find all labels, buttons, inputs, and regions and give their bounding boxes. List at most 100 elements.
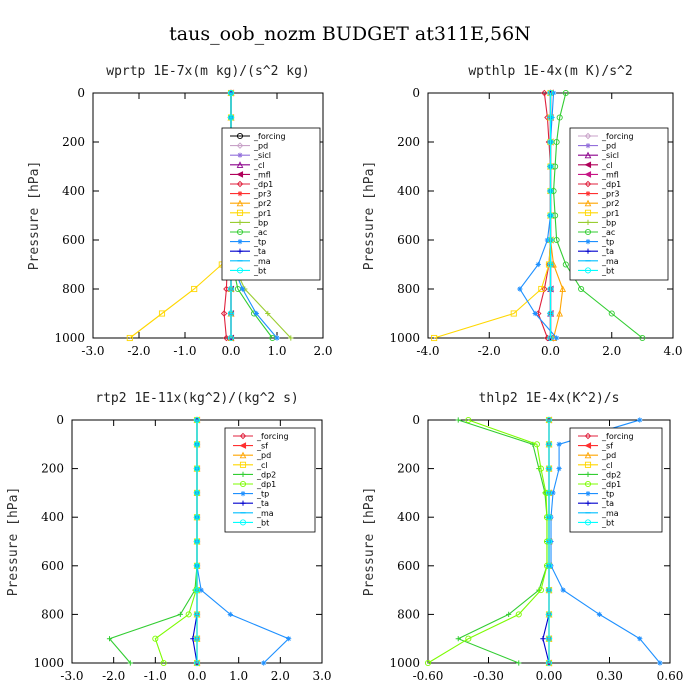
data-point [545, 416, 553, 424]
y-tick-label: 200 [62, 135, 85, 149]
data-point [193, 635, 201, 642]
data-point [596, 611, 603, 617]
data-point [515, 611, 522, 618]
legend-item: _cl [230, 161, 265, 170]
data-point [126, 334, 133, 342]
legend: _forcing_pd_sicl_cl_mfl_dp1_pr3_pr2_pr1_… [221, 127, 321, 281]
data-point [537, 465, 544, 472]
x-tick-label: -4.0 [416, 344, 439, 358]
data-point [547, 285, 554, 293]
legend-marker [585, 491, 591, 497]
data-point [537, 587, 544, 594]
data-point [553, 236, 560, 244]
legend-item: _ac [230, 228, 267, 237]
data-point [532, 310, 538, 317]
y-tick-label: 600 [41, 559, 64, 573]
data-point [158, 310, 166, 317]
legend-item: _tp [233, 490, 269, 499]
series-bt [193, 416, 201, 667]
chart-panel-2: wpthlp 1E-4x(m K)/s^2 Pressure [hPa] -4.0 -… [362, 64, 683, 358]
data-point [455, 417, 461, 423]
data-point [193, 587, 201, 594]
legend-box [569, 427, 663, 533]
y-tick-label: 1000 [54, 331, 85, 345]
data-point [510, 310, 517, 317]
legend-label: _forcing [601, 132, 634, 141]
legend-item: _ac [578, 228, 615, 237]
y-tick-label: 400 [62, 184, 85, 198]
data-point [193, 538, 201, 545]
x-tick-label: 2.0 [271, 669, 290, 683]
legend-label: _mfl [253, 170, 271, 179]
legend-item: _dp1 [578, 480, 621, 489]
x-tick-label: 1.0 [229, 669, 248, 683]
legend-label: _sf [256, 442, 268, 451]
x-tick-label: 0.30 [596, 669, 623, 683]
data-point [193, 562, 201, 569]
legend-label: _forcing [601, 432, 634, 441]
data-point [227, 285, 235, 293]
y-tick-label: 200 [397, 462, 420, 476]
y-axis-label: Pressure [hPa] [27, 161, 42, 271]
data-point [554, 335, 560, 341]
data-point [545, 514, 553, 521]
data-point [556, 309, 564, 317]
x-tick-label: -1.0 [173, 344, 196, 358]
x-tick-label: 0.00 [536, 669, 563, 683]
data-point [193, 489, 201, 496]
y-tick-label: 400 [41, 510, 64, 524]
legend-item: _dp1 [578, 180, 621, 189]
x-tick-label: -0.60 [413, 669, 444, 683]
series-dp1 [424, 416, 551, 667]
legend-marker [584, 199, 592, 207]
y-tick-label: 1000 [389, 656, 420, 670]
data-point [185, 611, 192, 618]
data-point [637, 417, 643, 423]
legend-label: _bp [601, 218, 616, 227]
data-point [220, 310, 228, 317]
legend-label: _dp1 [256, 480, 276, 489]
legend-label: _bt [253, 266, 266, 275]
data-point [533, 441, 540, 448]
data-point [540, 636, 546, 642]
legend-marker [237, 248, 243, 254]
legend-item: _bp [578, 218, 616, 227]
series-line [456, 419, 548, 664]
legend: _forcing_sf_pd_cl_dp2_dp1_tp_ta_ma_bt [224, 427, 316, 533]
legend-item: _pr2 [230, 199, 271, 208]
y-tick-label: 0 [412, 413, 420, 427]
legend-label: _ta [253, 247, 266, 256]
legend-label: _bt [256, 518, 269, 527]
legend-marker [236, 171, 244, 178]
legend-item: _forcing [578, 432, 634, 441]
legend-label: _cl [601, 461, 613, 470]
data-point [545, 465, 553, 472]
legend-marker [584, 432, 592, 440]
legend-item: _forcing [230, 132, 286, 141]
data-point [274, 335, 280, 341]
legend-marker [236, 267, 244, 274]
y-tick-label: 400 [397, 510, 420, 524]
legend-label: _pr3 [253, 190, 271, 199]
x-tick-label: -2.0 [102, 669, 125, 683]
series-pr1 [431, 89, 554, 342]
series-line [433, 93, 552, 339]
data-point [516, 660, 522, 666]
legend-label: _dp1 [601, 180, 621, 189]
legend-item: _sf [233, 442, 268, 451]
x-tick-label: -3.0 [81, 344, 104, 358]
data-point [545, 635, 553, 642]
data-point [227, 334, 235, 342]
legend-label: _ma [601, 257, 619, 266]
data-point [608, 310, 615, 317]
legend-label: _pr3 [601, 190, 619, 199]
data-point [227, 611, 233, 617]
legend-item: _dp1 [230, 180, 273, 189]
data-point [559, 285, 567, 293]
legend-item: _cl [578, 461, 613, 470]
data-point [547, 163, 554, 170]
data-point [578, 285, 585, 293]
legend-item: _bt [578, 518, 614, 527]
legend-marker [585, 191, 591, 197]
y-axis-label: Pressure [hPa] [362, 161, 377, 271]
